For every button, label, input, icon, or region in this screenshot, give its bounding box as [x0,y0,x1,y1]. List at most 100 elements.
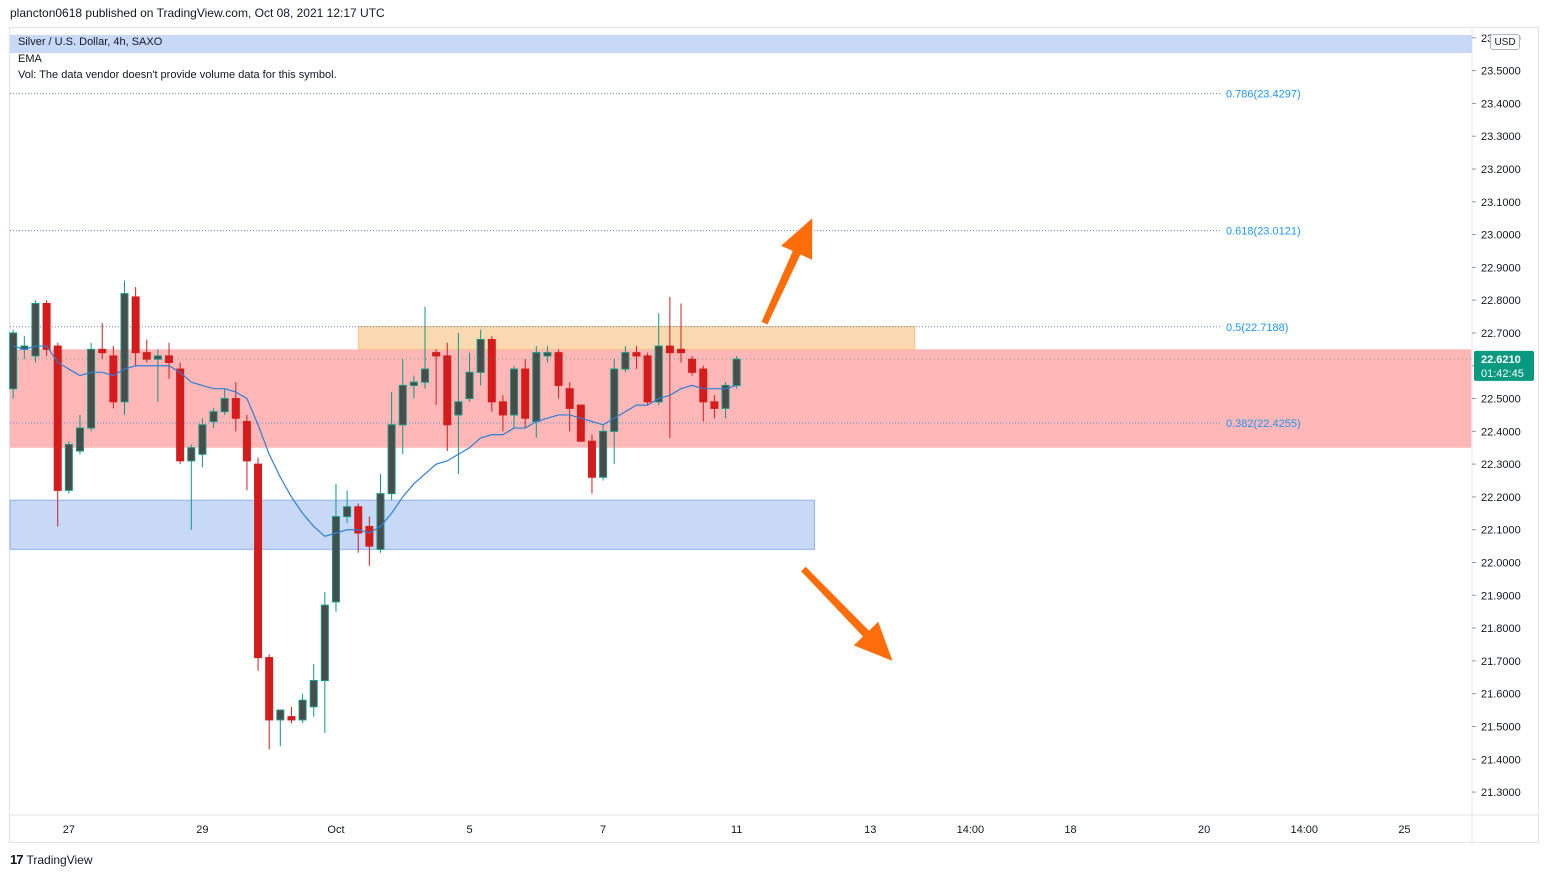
axis-layer: 21.3000 21.4000 21.5000 21.6000 21.7000 21.80… [10,28,1539,843]
candle-body [298,699,307,721]
candle-body [176,368,185,462]
candle-body [454,401,463,416]
candle-body [254,463,263,659]
candle-body [120,293,129,403]
price-tick-label: 21.9000 [1481,590,1521,602]
price-tick-label: 23.3000 [1481,131,1521,143]
price-tick-label: 22.3000 [1481,459,1521,471]
ema-line [13,345,737,537]
time-tick-label: 20 [1198,824,1210,836]
price-tick-label: 21.8000 [1481,623,1521,635]
candle-body [231,398,240,419]
fib-label-1: 0.618(23.0121) [1226,226,1301,238]
candle-body [721,384,730,409]
up-arrow [761,218,813,325]
candle-body [376,493,385,550]
price-tick-label: 23.1000 [1481,197,1521,209]
price-tick-label: 23.0000 [1481,230,1521,242]
candle-body [576,404,585,442]
candle-body [53,345,62,491]
time-tick-label: 18 [1064,824,1076,836]
candle-body [354,506,363,534]
time-tick-label: 27 [63,824,75,836]
currency-badge[interactable]: USD [1490,34,1520,50]
price-tick-label: 23.2000 [1481,164,1521,176]
candle-body [131,296,140,354]
candle-body [421,368,430,383]
last-price-label: 22.6210 [1481,354,1521,366]
candle-body [587,440,596,478]
candle-body [443,355,452,426]
ema-layer [13,345,737,537]
candle-body [165,355,174,363]
candle-body [565,388,574,409]
candle-body [621,352,630,370]
candle-body [242,421,251,462]
time-tick-label: 5 [466,824,472,836]
candle-body [554,352,563,386]
price-tick-label: 22.0000 [1481,558,1521,570]
price-tick-label: 22.1000 [1481,525,1521,537]
candle-body [610,368,619,432]
support-zone [9,499,816,550]
candle-body [532,352,541,423]
candle-body [409,381,418,386]
candle-body [632,352,641,357]
candle-body [398,384,407,426]
time-tick-label: 25 [1398,824,1410,836]
candle-body [98,348,107,354]
ema-legend[interactable]: EMA [18,53,42,65]
fib-levels-layer: 0.786(23.4297) 0.618(23.0121) 0.5(22.7188)… [10,89,1301,430]
time-tick-label: 14:00 [1291,824,1319,836]
price-tick-label: 21.4000 [1481,754,1521,766]
bar-countdown-label: 01:42:45 [1481,368,1524,380]
time-tick-label: 13 [864,824,876,836]
price-tick-label: 21.3000 [1481,787,1521,799]
arrows-layer [761,218,893,661]
symbol-title[interactable]: Silver / U.S. Dollar, 4h, SAXO [18,36,163,48]
price-tick-label: 21.6000 [1481,689,1521,701]
publish-info: plancton0618 published on TradingView.co… [10,6,385,20]
candle-body [699,368,708,403]
time-tick-label: Oct [327,824,344,836]
candle-body [365,525,374,547]
fib-label-2: 0.5(22.7188) [1226,322,1288,334]
candle-body [710,401,719,409]
chart-frame [9,27,1539,843]
time-tick-label: 29 [196,824,208,836]
time-tick-label: 7 [600,824,606,836]
price-tick-label: 22.4000 [1481,426,1521,438]
tradingview-logo-icon: 17 [10,852,24,867]
candle-body [665,345,674,354]
candle-body [543,352,552,357]
tradingview-brand: TradingView [26,852,93,867]
candle-body [87,348,96,429]
down-arrow [801,566,893,661]
last-price-badge [1474,350,1534,381]
supply-zone [357,325,916,350]
candle-body [153,355,162,360]
tradingview-logo[interactable]: 17 TradingView [10,852,93,867]
candle-body [521,368,530,419]
candle-body [42,302,51,350]
fib-label-3: 0.382(22.4255) [1226,418,1301,430]
candle-body [643,355,652,403]
candle-body [198,424,207,455]
candle-body [476,339,485,373]
candle-body [75,427,84,452]
candle-body [142,352,151,360]
candle-body [220,398,229,413]
price-tick-label: 22.9000 [1481,262,1521,274]
candle-body [331,516,340,603]
candle-body [187,447,196,462]
candle-body [387,424,396,495]
price-tick-label: 21.5000 [1481,721,1521,733]
candle-body [599,430,608,478]
candle-body [209,411,218,423]
volume-note: Vol: The data vendor doesn't provide vol… [18,69,337,81]
time-tick-label: 14:00 [957,824,985,836]
symbol-bar[interactable] [10,35,1472,53]
candle-body [276,709,285,721]
candle-body [9,332,18,390]
